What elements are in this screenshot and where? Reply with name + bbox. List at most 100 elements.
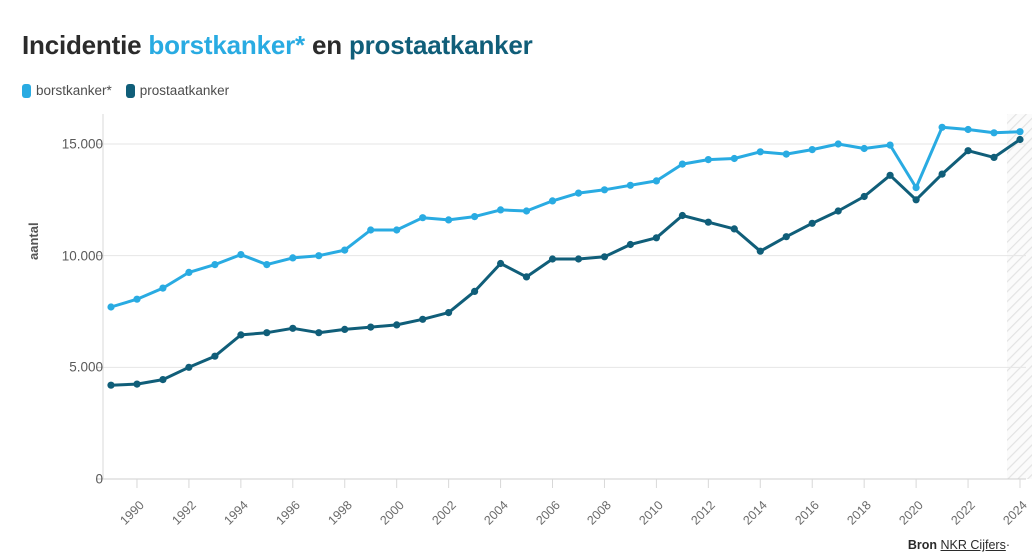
data-point[interactable]: [419, 315, 427, 323]
data-point[interactable]: [522, 273, 531, 281]
data-point[interactable]: [834, 140, 842, 148]
data-point[interactable]: [159, 284, 167, 292]
legend-item-0[interactable]: borstkanker*: [22, 83, 112, 98]
data-point[interactable]: [912, 184, 920, 192]
data-point[interactable]: [730, 154, 738, 163]
data-point[interactable]: [600, 186, 609, 194]
data-point[interactable]: [652, 234, 661, 242]
x-tick-label: 1992: [169, 498, 199, 528]
data-point[interactable]: [808, 146, 816, 154]
data-point[interactable]: [367, 323, 375, 331]
data-point[interactable]: [211, 261, 219, 269]
x-tick-label: 2004: [480, 498, 511, 528]
data-point[interactable]: [600, 253, 609, 261]
data-point[interactable]: [522, 207, 531, 215]
data-point[interactable]: [574, 255, 583, 263]
data-point[interactable]: [211, 352, 219, 360]
data-point[interactable]: [185, 363, 193, 371]
data-point[interactable]: [159, 376, 167, 384]
data-point[interactable]: [341, 246, 349, 254]
y-axis-ticks: 0 5.000 10.000 15.000: [46, 110, 103, 490]
series-line-prostaatkanker: [109, 138, 1022, 387]
source-link[interactable]: NKR Cijfers: [940, 538, 1006, 552]
data-point[interactable]: [548, 197, 557, 205]
x-tick-label: 2008: [584, 498, 615, 528]
data-point[interactable]: [834, 207, 842, 215]
data-point[interactable]: [990, 129, 998, 137]
data-point[interactable]: [497, 259, 505, 268]
data-point[interactable]: [133, 380, 141, 388]
source-note: Bron NKR Cijfers·: [908, 538, 1010, 552]
data-point[interactable]: [626, 240, 635, 249]
data-point[interactable]: [964, 125, 972, 134]
data-point[interactable]: [912, 196, 920, 204]
data-point[interactable]: [263, 329, 271, 337]
data-point[interactable]: [652, 177, 661, 185]
data-point[interactable]: [1016, 135, 1024, 144]
x-tick-label: 2018: [844, 498, 875, 528]
data-point[interactable]: [107, 303, 115, 311]
x-tick-label: 2006: [532, 498, 563, 528]
series-line-borstkanker: [109, 125, 1022, 309]
data-point[interactable]: [341, 325, 349, 333]
data-point[interactable]: [445, 216, 453, 224]
data-point[interactable]: [237, 331, 245, 339]
y-tick-label: 15.000: [61, 136, 103, 152]
data-point[interactable]: [756, 247, 764, 255]
data-point[interactable]: [964, 147, 972, 155]
x-tick-label: 1994: [221, 498, 251, 528]
legend-label: borstkanker*: [36, 83, 112, 98]
x-tick-label: 1990: [117, 498, 147, 528]
chart-legend: borstkanker* prostaatkanker: [22, 83, 229, 98]
data-point[interactable]: [548, 255, 557, 263]
title-segment-0: Incidentie: [22, 30, 149, 60]
data-point[interactable]: [289, 324, 297, 332]
data-point[interactable]: [808, 219, 816, 227]
data-point[interactable]: [938, 170, 946, 178]
data-point[interactable]: [704, 156, 712, 164]
title-segment-1: borstkanker*: [148, 30, 305, 60]
data-point[interactable]: [886, 171, 894, 179]
data-point[interactable]: [626, 181, 635, 189]
data-point[interactable]: [393, 321, 401, 329]
data-point[interactable]: [419, 214, 427, 222]
data-point[interactable]: [367, 226, 375, 234]
data-point[interactable]: [756, 148, 764, 156]
data-point[interactable]: [185, 268, 193, 276]
x-tick-label: 2010: [636, 498, 667, 528]
data-point[interactable]: [886, 141, 894, 149]
data-point[interactable]: [289, 254, 297, 262]
data-point[interactable]: [990, 153, 998, 161]
y-tick-label: 5.000: [69, 359, 103, 375]
data-point[interactable]: [782, 233, 790, 241]
data-point[interactable]: [237, 251, 245, 259]
data-point[interactable]: [133, 295, 141, 303]
data-point[interactable]: [315, 329, 323, 337]
data-point[interactable]: [678, 160, 687, 168]
data-point[interactable]: [678, 211, 687, 220]
data-point[interactable]: [471, 213, 479, 221]
x-tick-label: 2000: [377, 498, 407, 528]
legend-item-1[interactable]: prostaatkanker: [125, 83, 229, 98]
data-point[interactable]: [782, 150, 790, 158]
data-point[interactable]: [938, 123, 946, 131]
data-point[interactable]: [704, 218, 712, 226]
data-point[interactable]: [860, 192, 868, 201]
data-point[interactable]: [471, 287, 479, 295]
data-point[interactable]: [263, 261, 271, 269]
x-tick-label: 1996: [273, 498, 303, 528]
data-point[interactable]: [445, 309, 453, 317]
data-point[interactable]: [497, 206, 505, 214]
forecast-band: [1007, 114, 1032, 479]
data-point[interactable]: [860, 144, 868, 153]
data-point[interactable]: [315, 252, 323, 260]
data-point[interactable]: [574, 189, 583, 197]
data-point[interactable]: [393, 226, 401, 234]
y-tick-label: 10.000: [61, 248, 103, 264]
data-point[interactable]: [107, 381, 115, 389]
x-axis-ticks: 1990 1992 1994 1996 1998 2000 2002 2004 2006 2008…: [0, 490, 1032, 550]
y-axis-title: aantal: [26, 222, 41, 260]
data-point[interactable]: [730, 225, 738, 233]
data-point[interactable]: [1016, 128, 1024, 136]
